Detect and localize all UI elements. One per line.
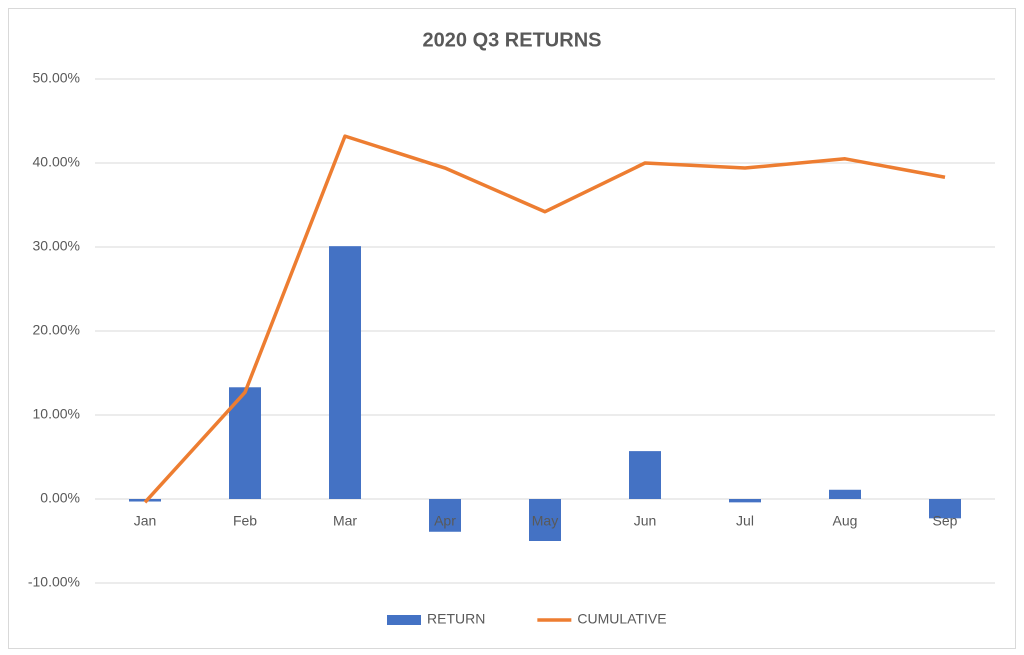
- bar: [429, 499, 461, 532]
- x-tick-label: May: [532, 513, 558, 529]
- x-tick-label: Sep: [933, 513, 958, 529]
- bar: [629, 451, 661, 499]
- chart-border: [8, 8, 1016, 649]
- x-tick-label: Mar: [333, 513, 357, 529]
- y-tick-label: 10.00%: [33, 406, 80, 422]
- legend-label: CUMULATIVE: [577, 611, 666, 627]
- y-tick-label: 30.00%: [33, 238, 80, 254]
- chart-title: 2020 Q3 RETURNS: [423, 29, 602, 51]
- bar: [329, 246, 361, 499]
- y-tick-label: 20.00%: [33, 322, 80, 338]
- x-tick-label: Feb: [233, 513, 257, 529]
- bar: [529, 499, 561, 541]
- x-tick-label: Jan: [134, 513, 157, 529]
- legend-swatch: [387, 615, 421, 625]
- x-tick-label: Jul: [736, 513, 754, 529]
- y-tick-label: 40.00%: [33, 154, 80, 170]
- y-tick-label: -10.00%: [28, 574, 80, 590]
- legend-label: RETURN: [427, 611, 485, 627]
- x-tick-label: Aug: [833, 513, 858, 529]
- bar: [929, 499, 961, 519]
- bar: [829, 489, 861, 499]
- x-tick-label: Apr: [434, 513, 456, 529]
- y-tick-label: 50.00%: [33, 70, 80, 86]
- x-tick-label: Jun: [634, 513, 657, 529]
- line: [143, 134, 946, 504]
- y-tick-label: 0.00%: [40, 490, 80, 506]
- bar: [729, 499, 761, 503]
